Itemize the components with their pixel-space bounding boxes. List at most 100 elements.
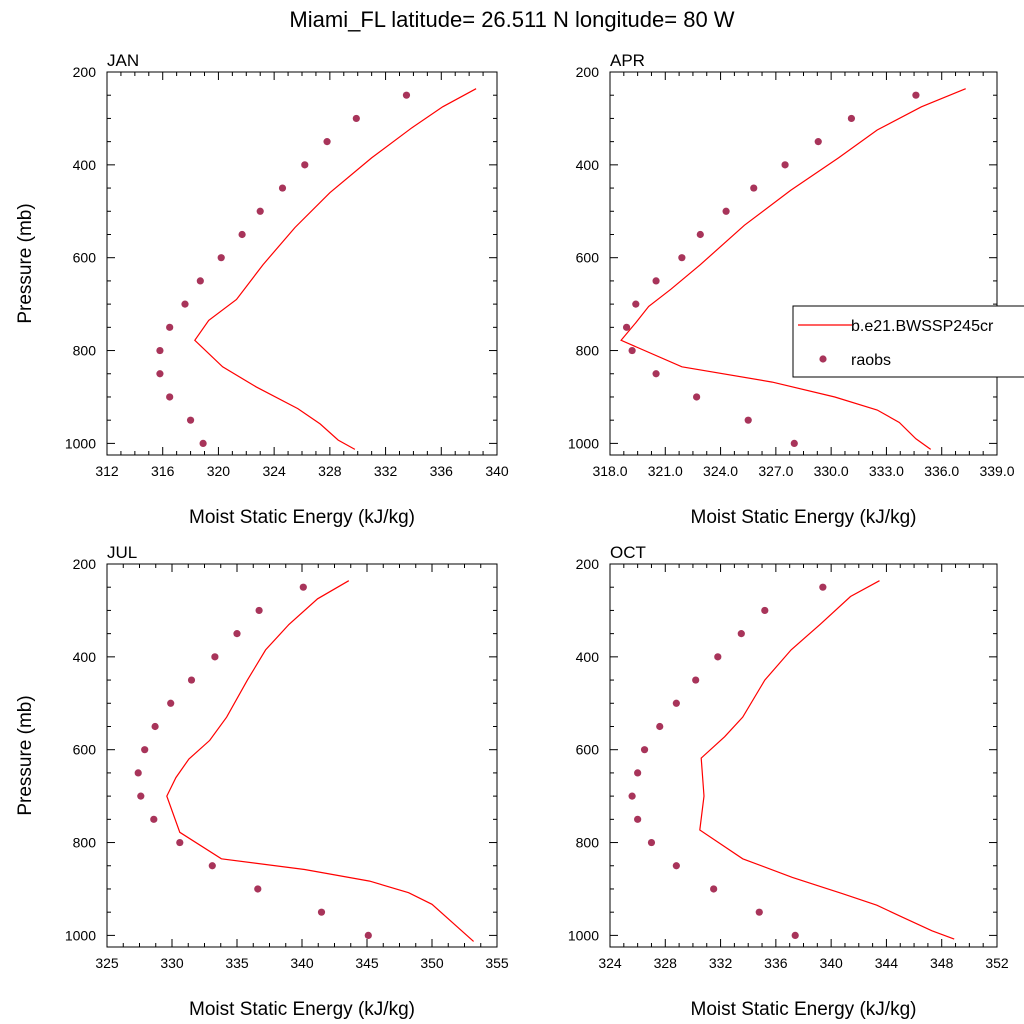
- raobs-point: [790, 439, 798, 447]
- model-line: [620, 88, 966, 450]
- y-tick-label: 600: [73, 742, 97, 758]
- y-tick-label: 200: [73, 64, 97, 80]
- raobs-point: [814, 138, 822, 146]
- y-tick-label: 400: [73, 157, 97, 173]
- y-tick-label: 1000: [65, 435, 96, 451]
- x-tick-label: 328: [654, 955, 678, 971]
- x-axis-label: Moist Static Energy (kJ/kg): [691, 507, 917, 528]
- x-tick-label: 325: [95, 955, 119, 971]
- raobs-markers: [134, 583, 372, 939]
- raobs-point: [352, 114, 360, 123]
- x-tick-label: 324: [598, 955, 622, 971]
- raobs-point: [176, 838, 184, 847]
- x-tick-label: 321.0: [648, 463, 683, 479]
- raobs-point: [256, 207, 264, 215]
- raobs-point: [672, 862, 680, 870]
- raobs-point: [402, 91, 411, 99]
- raobs-point: [137, 792, 145, 800]
- raobs-point: [301, 161, 309, 169]
- raobs-point: [722, 207, 730, 215]
- x-tick-label: 352: [985, 955, 1009, 971]
- raobs-point: [156, 346, 164, 355]
- y-tick-label: 400: [73, 649, 97, 665]
- plot-frame: [106, 71, 498, 456]
- plot-frame: [609, 71, 998, 456]
- raobs-point: [233, 630, 241, 638]
- raobs-point: [693, 393, 701, 401]
- panel-label: OCT: [610, 543, 646, 562]
- x-tick-label: 355: [485, 955, 509, 971]
- x-tick-label: 340: [819, 955, 843, 971]
- panel-label: JAN: [107, 51, 139, 70]
- raobs-markers: [156, 91, 411, 447]
- x-tick-label: 312: [95, 463, 119, 479]
- x-tick-label: 336: [430, 463, 454, 479]
- legend: b.e21.BWSSP245cr raobs: [792, 305, 1024, 378]
- x-tick-label: 344: [875, 955, 899, 971]
- raobs-point: [652, 277, 660, 285]
- raobs-point: [255, 606, 263, 615]
- panel-oct: OCT 324 328 332 336 340 344 348 352 200 400 600 800 1…: [568, 543, 1009, 1020]
- raobs-point: [634, 769, 642, 777]
- raobs-point: [151, 722, 159, 731]
- raobs-point: [744, 416, 752, 424]
- panel-jan: JAN 312 316 320 324 328 332 336 340 200 400 600 800 1…: [15, 51, 509, 528]
- x-axis-label: Moist Static Energy (kJ/kg): [189, 999, 415, 1020]
- raobs-point: [737, 630, 745, 638]
- raobs-point: [692, 676, 700, 684]
- panels: JAN 312 316 320 324 328 332 336 340 200 400 600 800 1…: [15, 51, 1015, 1020]
- raobs-point: [628, 792, 636, 800]
- raobs-point: [217, 254, 225, 262]
- panel-jul: JUL 325 330 335 340 345 350 355 200 400 600 800 1000…: [15, 543, 509, 1020]
- raobs-point: [317, 908, 326, 916]
- x-tick-label: 340: [485, 463, 509, 479]
- x-tick-label: 332: [709, 955, 733, 971]
- y-tick-label: 800: [576, 835, 600, 851]
- raobs-point: [912, 91, 920, 99]
- y-axis-label: Pressure (mb): [15, 695, 36, 815]
- y-tick-label: 200: [576, 64, 600, 80]
- raobs-point: [761, 606, 769, 615]
- raobs-point: [186, 416, 195, 424]
- raobs-point: [278, 184, 287, 192]
- raobs-point: [634, 815, 642, 823]
- raobs-point: [791, 931, 799, 939]
- y-axis-label: Pressure (mb): [15, 203, 36, 323]
- legend-box: [792, 305, 1024, 378]
- figure-title: Miami_FL latitude= 26.511 N longitude= 8…: [289, 7, 734, 32]
- x-tick-label: 350: [420, 955, 444, 971]
- x-axis-label: Moist Static Energy (kJ/kg): [189, 507, 415, 528]
- y-tick-label: 600: [73, 250, 97, 266]
- raobs-point: [819, 583, 827, 591]
- raobs-point: [755, 908, 763, 916]
- x-tick-label: 336.0: [924, 463, 959, 479]
- x-tick-label: 328: [318, 463, 342, 479]
- model-line: [699, 580, 955, 940]
- raobs-point: [781, 161, 789, 169]
- x-tick-label: 316: [151, 463, 175, 479]
- y-tick-label: 400: [576, 649, 600, 665]
- raobs-point: [167, 699, 175, 707]
- x-tick-label: 320: [207, 463, 231, 479]
- legend-label-model: b.e21.BWSSP245cr: [851, 318, 994, 335]
- model-line: [194, 88, 477, 450]
- x-tick-label: 333.0: [869, 463, 904, 479]
- y-tick-label: 600: [576, 250, 600, 266]
- y-tick-label: 800: [73, 343, 97, 359]
- raobs-point: [187, 676, 196, 684]
- raobs-point: [628, 346, 636, 355]
- raobs-point: [254, 885, 262, 893]
- raobs-point: [181, 300, 189, 308]
- x-tick-label: 336: [764, 955, 788, 971]
- y-tick-label: 200: [576, 556, 600, 572]
- x-tick-label: 339.0: [979, 463, 1014, 479]
- y-tick-label: 1000: [65, 927, 96, 943]
- raobs-point: [696, 230, 704, 239]
- x-tick-label: 345: [355, 955, 379, 971]
- x-tick-label: 330.0: [814, 463, 849, 479]
- x-axis-label: Moist Static Energy (kJ/kg): [691, 999, 917, 1020]
- plot-frame: [609, 563, 998, 948]
- raobs-point: [196, 277, 204, 285]
- raobs-point: [847, 114, 856, 123]
- x-tick-label: 324: [262, 463, 286, 479]
